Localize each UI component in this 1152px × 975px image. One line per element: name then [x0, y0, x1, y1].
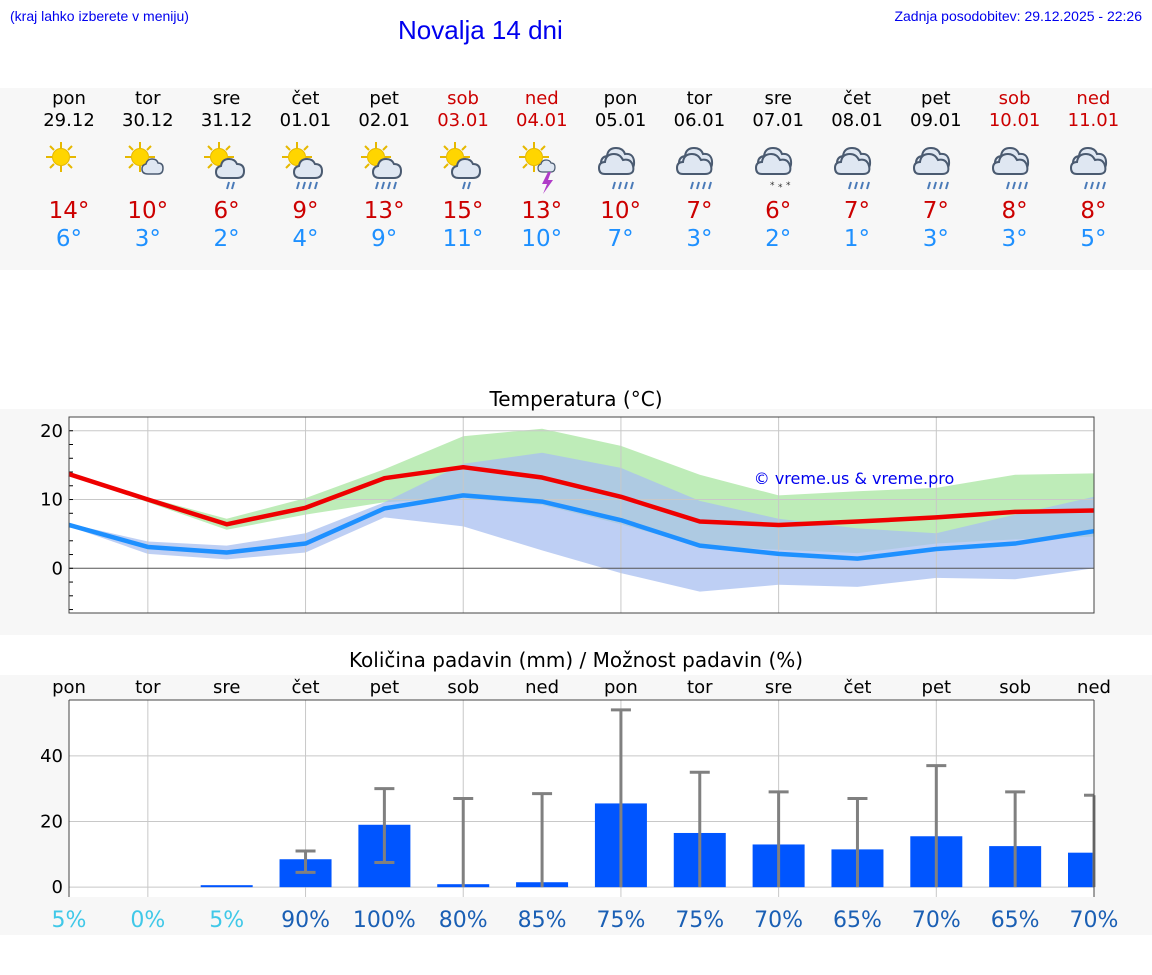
temperature-panel [0, 409, 1152, 635]
cloud-heavy-rain-icon [1070, 146, 1108, 190]
svg-text:*: * [778, 183, 783, 193]
svg-text:*: * [786, 181, 791, 191]
forecast-date: 09.01 [910, 110, 962, 131]
min-temperature: 7° [607, 226, 634, 252]
day-of-week: ned [1076, 88, 1111, 109]
forecast-date: 31.12 [200, 110, 253, 131]
location-menu-hint[interactable]: (kraj lahko izberete v meniju) [10, 8, 189, 24]
day-of-week: sob [447, 88, 479, 109]
max-temperature: 6° [765, 198, 792, 224]
forecast-date: 01.01 [279, 110, 332, 131]
forecast-date: 07.01 [752, 110, 804, 131]
forecast-date: 06.01 [673, 110, 726, 131]
temperature-chart-title: Temperatura (°C) [489, 387, 663, 411]
forecast-day[interactable]: ned 04.01 13° 10° [503, 88, 581, 253]
max-temperature: 14° [48, 198, 90, 224]
max-temperature: 9° [292, 198, 319, 224]
forecast-day[interactable]: pon 29.12 14° 6° [30, 88, 108, 253]
min-temperature: 5° [1080, 226, 1107, 252]
forecast-day[interactable]: tor 30.12 10° 3° [109, 88, 187, 253]
day-of-week: sre [764, 88, 792, 109]
day-of-week: pon [603, 88, 638, 109]
min-temperature: 6° [55, 226, 83, 252]
sun-cloud-heavy-rain-icon [361, 142, 403, 190]
day-of-week: tor [686, 88, 713, 109]
precipitation-chart-title: Količina padavin (mm) / Možnost padavin … [348, 648, 804, 672]
day-of-week: pet [369, 88, 399, 109]
cloud-snow-icon: * * * [755, 146, 793, 193]
max-temperature: 8° [1080, 198, 1107, 224]
min-temperature: 1° [843, 226, 871, 252]
sun-cloud-icon [124, 142, 164, 175]
forecast-date: 02.01 [358, 110, 410, 131]
cloud-heavy-rain-icon [833, 146, 872, 190]
min-temperature: 2° [765, 226, 792, 252]
forecast-date: 30.12 [122, 110, 174, 131]
min-temperature: 9° [371, 226, 398, 252]
page-title[interactable]: Novalja 14 dni [398, 15, 563, 45]
day-of-week: pon [52, 88, 86, 109]
cloud-heavy-rain-icon [912, 146, 950, 190]
forecast-date: 29.12 [43, 110, 95, 131]
min-temperature: 3° [1001, 226, 1028, 252]
min-temperature: 3° [922, 226, 949, 252]
sun-icon [46, 142, 76, 172]
min-temperature: 3° [134, 226, 161, 252]
max-temperature: 7° [686, 198, 713, 224]
forecast-date: 05.01 [594, 110, 647, 131]
forecast-day[interactable]: tor 06.01 7° 3° [660, 88, 738, 253]
day-of-week: sre [212, 88, 241, 109]
forecast-day[interactable]: pet 09.01 7° 3° [897, 88, 975, 253]
max-temperature: 15° [442, 198, 484, 224]
precipitation-panel [0, 675, 1152, 935]
daily-forecast-panel: pon 29.12 14° 6° tor 30.12 10° 3° sre 31.12 6° 2° če… [0, 88, 1152, 270]
sun-thunder-icon [518, 142, 556, 194]
max-temperature: 7° [843, 198, 871, 224]
forecast-day[interactable]: sob 03.01 15° 11° [424, 88, 502, 253]
day-of-week: čet [291, 88, 320, 109]
day-of-week: čet [842, 88, 872, 109]
cloud-heavy-rain-icon [597, 146, 635, 190]
min-temperature: 4° [292, 226, 319, 252]
day-of-week: pet [921, 88, 951, 109]
max-temperature: 10° [127, 198, 169, 224]
forecast-day[interactable]: pon 05.01 10° 7° [582, 88, 660, 253]
sun-cloud-heavy-rain-icon [282, 142, 324, 190]
cloud-heavy-rain-icon [991, 146, 1029, 190]
forecast-date: 10.01 [988, 110, 1041, 131]
last-updated: Zadnja posodobitev: 29.12.2025 - 22:26 [894, 8, 1142, 24]
day-of-week: ned [524, 88, 559, 109]
min-temperature: 3° [686, 226, 713, 252]
forecast-date: 11.01 [1067, 110, 1120, 131]
min-temperature: 10° [521, 226, 563, 252]
forecast-day[interactable]: čet 01.01 9° 4° [266, 88, 344, 253]
max-temperature: 10° [600, 198, 641, 224]
forecast-day[interactable]: čet 08.01 7° 1° [818, 88, 896, 253]
day-of-week: sob [998, 88, 1031, 109]
sun-cloud-rain-icon [440, 142, 482, 190]
min-temperature: 2° [213, 226, 240, 252]
min-temperature: 11° [442, 226, 484, 252]
svg-text:*: * [770, 181, 775, 191]
forecast-day[interactable]: sre 07.01 * * * 6° 2° [739, 88, 817, 253]
cloud-heavy-rain-icon [676, 146, 714, 190]
forecast-date: 03.01 [437, 110, 489, 131]
max-temperature: 6° [213, 198, 240, 224]
forecast-day[interactable]: sob 10.01 8° 3° [976, 88, 1054, 253]
max-temperature: 8° [1001, 198, 1028, 224]
forecast-day[interactable]: ned 11.01 8° 5° [1054, 88, 1132, 253]
max-temperature: 13° [363, 198, 405, 224]
day-of-week: tor [135, 88, 161, 109]
max-temperature: 7° [922, 198, 949, 224]
forecast-day[interactable]: pet 02.01 13° 9° [345, 88, 423, 253]
sun-cloud-rain-icon [203, 142, 245, 190]
forecast-date: 04.01 [516, 110, 568, 131]
forecast-date: 08.01 [831, 110, 883, 131]
forecast-day[interactable]: sre 31.12 6° 2° [188, 88, 266, 253]
max-temperature: 13° [521, 198, 563, 224]
